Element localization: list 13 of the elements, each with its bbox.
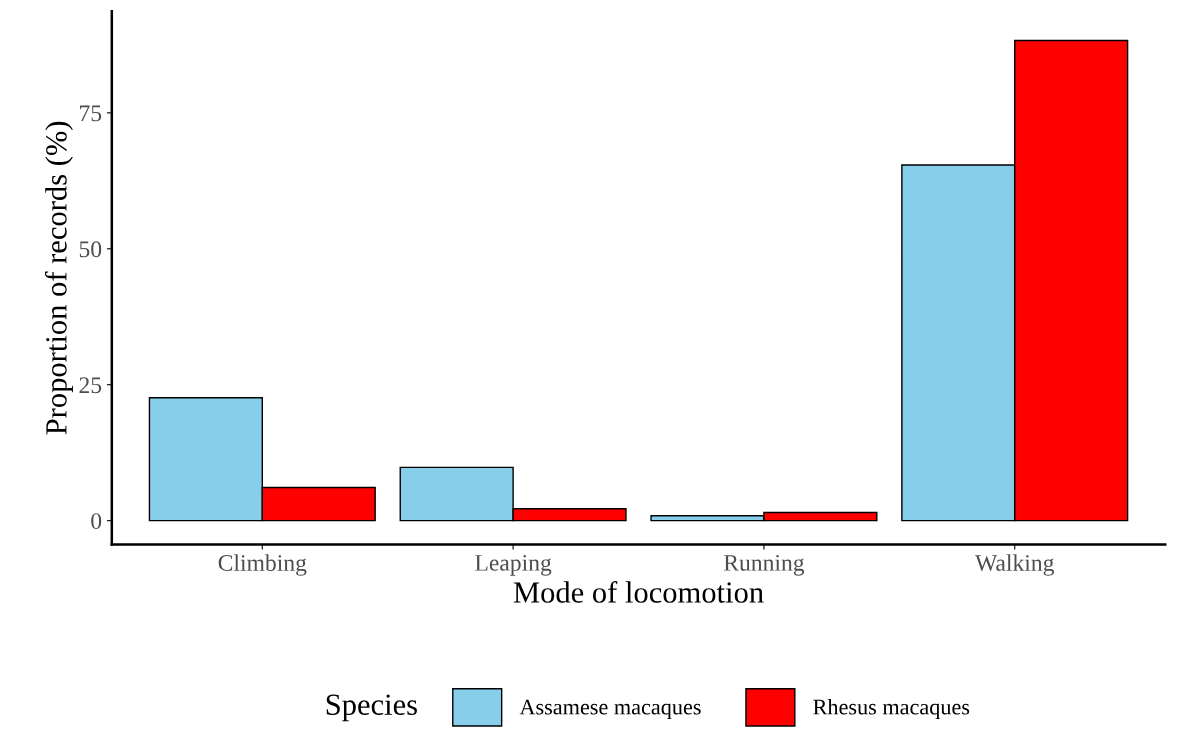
y-axis-title: Proportion of records (%) xyxy=(44,121,73,435)
y-tick-label: 0 xyxy=(91,513,102,530)
y-tick-label: 50 xyxy=(79,241,102,258)
x-tick-label: Walking xyxy=(975,554,1054,576)
x-tick-label: Leaping xyxy=(475,554,552,576)
legend-label: Assamese macaques xyxy=(519,699,701,720)
y-tick-label: 25 xyxy=(79,377,102,394)
x-axis-title: Mode of locomotion xyxy=(513,581,764,603)
legend-label: Rhesus macaques xyxy=(813,698,970,720)
x-tick-label: Climbing xyxy=(218,554,307,576)
y-tick-label: 75 xyxy=(80,105,102,122)
legend-title: Species xyxy=(326,694,417,722)
x-tick-label: Running xyxy=(723,554,805,576)
